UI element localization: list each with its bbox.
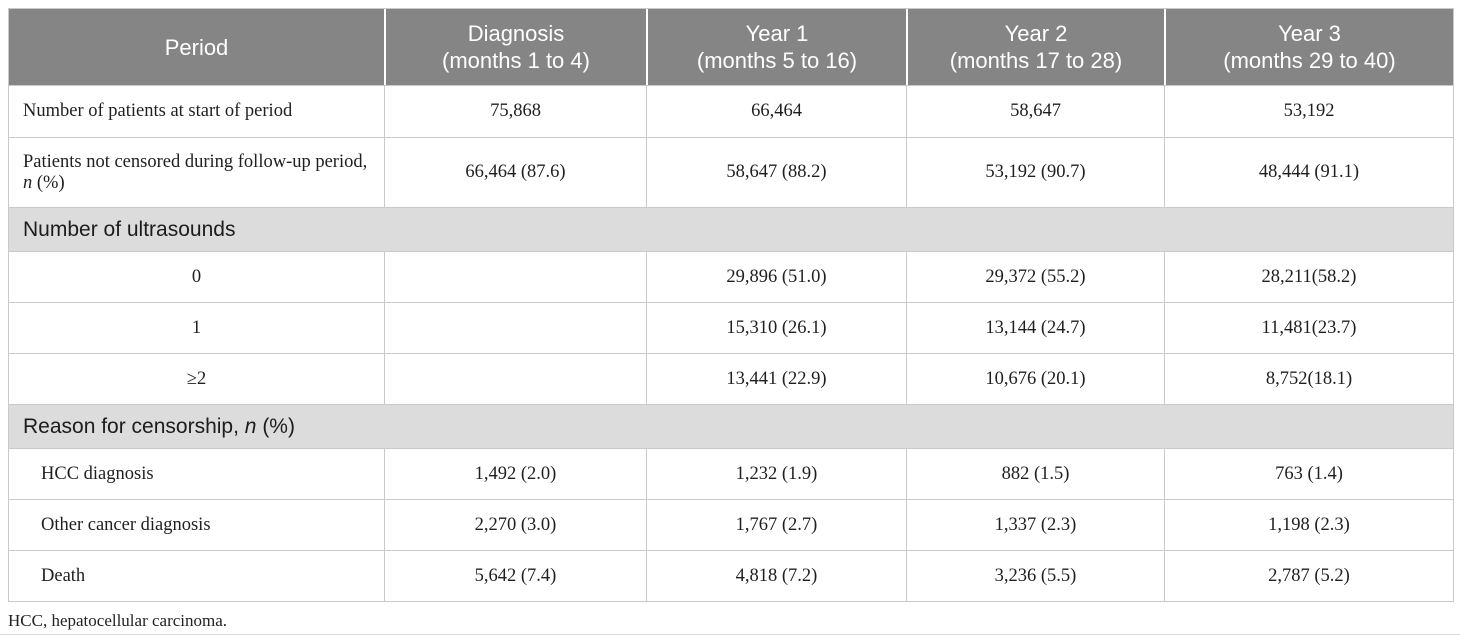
row-ultrasounds-0: 0 29,896 (51.0) 29,372 (55.2) 28,211(58.… [9,251,1453,302]
value-cell: 28,211(58.2) [1164,251,1453,302]
value-cell: 763 (1.4) [1164,448,1453,499]
col-header-diagnosis-subtitle: (months 1 to 4) [442,48,590,73]
value-cell: 15,310 (26.1) [646,302,906,353]
value-cell: 8,752(18.1) [1164,353,1453,404]
col-header-year3: Year 3 (months 29 to 40) [1164,9,1453,85]
value-cell: 75,868 [384,85,646,137]
row-ultrasounds-2-or-more: ≥2 13,441 (22.9) 10,676 (20.1) 8,752(18.… [9,353,1453,404]
value-cell: 11,481(23.7) [1164,302,1453,353]
value-cell: 3,236 (5.5) [906,550,1164,601]
value-cell: 5,642 (7.4) [384,550,646,601]
value-cell: 13,144 (24.7) [906,302,1164,353]
row-not-censored: Patients not censored during follow-up p… [9,137,1453,207]
value-cell: 13,441 (22.9) [646,353,906,404]
page-bottom-divider [0,634,1460,635]
row-patients-at-start: Number of patients at start of period 75… [9,85,1453,137]
value-cell: 66,464 (87.6) [384,137,646,207]
table-header: Period Diagnosis (months 1 to 4) Year 1 … [9,9,1453,85]
col-header-diagnosis: Diagnosis (months 1 to 4) [384,9,646,85]
header-row: Period Diagnosis (months 1 to 4) Year 1 … [9,9,1453,85]
table-footnote: HCC, hepatocellular carcinoma. [8,611,228,630]
value-cell: 2,787 (5.2) [1164,550,1453,601]
value-cell: 10,676 (20.1) [906,353,1164,404]
table-body: Number of patients at start of period 75… [9,85,1453,601]
value-cell: 1,232 (1.9) [646,448,906,499]
col-header-year1-subtitle: (months 5 to 16) [696,48,858,73]
row-label: Number of patients at start of period [9,85,384,137]
section-number-of-ultrasounds: Number of ultrasounds [9,207,1453,251]
row-label: Other cancer diagnosis [9,499,384,550]
value-cell: 1,198 (2.3) [1164,499,1453,550]
col-header-year3-subtitle: (months 29 to 40) [1223,48,1396,73]
col-header-year1: Year 1 (months 5 to 16) [646,9,906,85]
row-label: Death [9,550,384,601]
value-cell [384,353,646,404]
value-cell: 58,647 (88.2) [646,137,906,207]
follow-up-periods-table: Period Diagnosis (months 1 to 4) Year 1 … [8,8,1454,602]
col-header-diagnosis-title: Diagnosis [467,21,565,46]
section-reason-for-censorship: Reason for censorship, n (%) [9,404,1453,448]
col-header-period-label: Period [164,34,229,60]
row-label: ≥2 [9,353,384,404]
value-cell: 2,270 (3.0) [384,499,646,550]
value-cell: 29,896 (51.0) [646,251,906,302]
row-label: HCC diagnosis [9,448,384,499]
value-cell [384,302,646,353]
col-header-year2: Year 2 (months 17 to 28) [906,9,1164,85]
value-cell: 1,492 (2.0) [384,448,646,499]
value-cell: 53,192 [1164,85,1453,137]
col-header-year3-title: Year 3 [1278,21,1341,46]
value-cell: 53,192 (90.7) [906,137,1164,207]
section-header: Number of ultrasounds [9,207,1453,251]
col-header-period: Period [9,9,384,85]
row-other-cancer-diagnosis: Other cancer diagnosis 2,270 (3.0) 1,767… [9,499,1453,550]
value-cell: 48,444 (91.1) [1164,137,1453,207]
row-label: 0 [9,251,384,302]
row-label: 1 [9,302,384,353]
value-cell: 29,372 (55.2) [906,251,1164,302]
row-hcc-diagnosis: HCC diagnosis 1,492 (2.0) 1,232 (1.9) 88… [9,448,1453,499]
row-ultrasounds-1: 1 15,310 (26.1) 13,144 (24.7) 11,481(23.… [9,302,1453,353]
value-cell: 1,337 (2.3) [906,499,1164,550]
value-cell: 882 (1.5) [906,448,1164,499]
section-header: Reason for censorship, n (%) [9,404,1453,448]
value-cell: 66,464 [646,85,906,137]
value-cell: 1,767 (2.7) [646,499,906,550]
col-header-year2-subtitle: (months 17 to 28) [949,48,1123,73]
row-death: Death 5,642 (7.4) 4,818 (7.2) 3,236 (5.5… [9,550,1453,601]
row-label: Patients not censored during follow-up p… [9,137,384,207]
col-header-year1-title: Year 1 [745,21,809,46]
value-cell: 58,647 [906,85,1164,137]
col-header-year2-title: Year 2 [1004,21,1068,46]
value-cell [384,251,646,302]
value-cell: 4,818 (7.2) [646,550,906,601]
